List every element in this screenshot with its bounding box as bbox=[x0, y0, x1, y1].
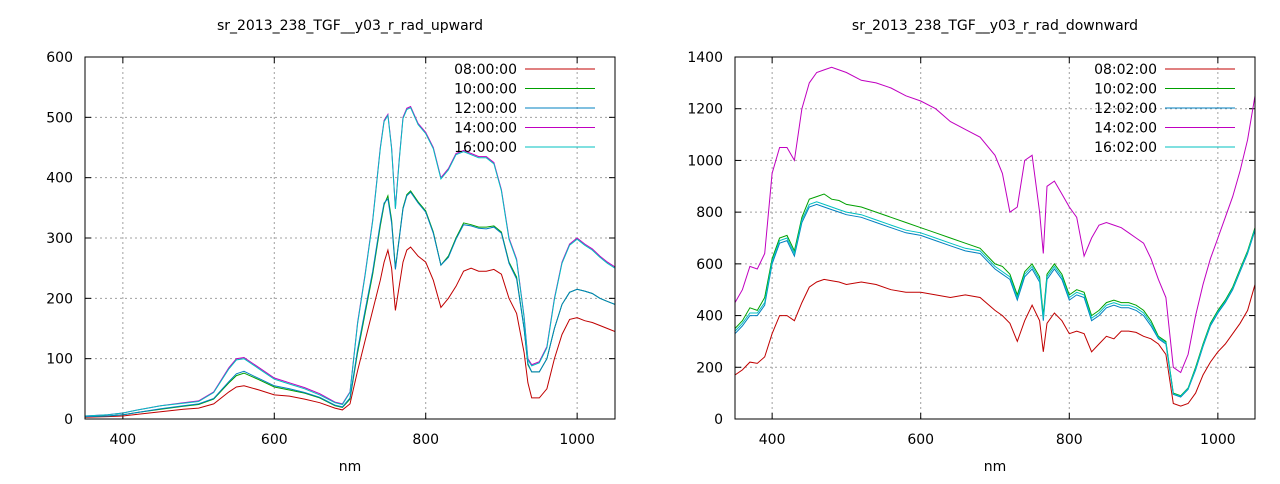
y-tick-label: 500 bbox=[46, 110, 73, 126]
series-line-5 bbox=[85, 107, 615, 417]
y-tick-label: 0 bbox=[714, 412, 723, 428]
series-line-1 bbox=[85, 246, 615, 418]
chart-title: sr_2013_238_TGF__y03_r_rad_downward bbox=[852, 18, 1138, 34]
series-line-3 bbox=[735, 203, 1255, 398]
chart-2: sr_2013_238_TGF__y03_r_rad_downward 0 200 4… bbox=[687, 18, 1256, 475]
legend-label: 08:02:00 bbox=[1094, 62, 1157, 78]
x-tick-label: 1000 bbox=[559, 432, 595, 448]
x-tick-label: 800 bbox=[1056, 432, 1083, 448]
x-axis-label: nm bbox=[339, 459, 362, 475]
y-tick-label: 1200 bbox=[687, 102, 723, 118]
plot-border bbox=[84, 56, 616, 420]
y-tick-label: 0 bbox=[64, 412, 73, 428]
x-tick-label: 1000 bbox=[1200, 432, 1236, 448]
series-line-4 bbox=[735, 66, 1255, 374]
series-line-3 bbox=[85, 191, 615, 418]
y-tick-label: 1000 bbox=[687, 153, 723, 169]
chart-title: sr_2013_238_TGF__y03_r_rad_upward bbox=[217, 18, 483, 34]
x-tick-label: 400 bbox=[759, 432, 786, 448]
legend-label: 12:00:00 bbox=[454, 101, 517, 117]
series-line-2 bbox=[735, 193, 1255, 397]
y-tick-label: 200 bbox=[696, 360, 723, 376]
x-tick-label: 600 bbox=[907, 432, 934, 448]
legend-label: 16:02:00 bbox=[1094, 140, 1157, 156]
legend-label: 10:00:00 bbox=[454, 82, 517, 98]
plot-border bbox=[734, 56, 1256, 420]
chart-1: sr_2013_238_TGF__y03_r_rad_upward 0 100 200… bbox=[46, 18, 616, 475]
x-tick-label: 400 bbox=[109, 432, 136, 448]
series-line-1 bbox=[735, 278, 1255, 407]
x-tick-label: 600 bbox=[261, 432, 288, 448]
series-line-5 bbox=[735, 201, 1255, 397]
y-tick-label: 1400 bbox=[687, 50, 723, 66]
series-line-2 bbox=[85, 190, 615, 418]
legend-label: 14:00:00 bbox=[454, 121, 517, 137]
y-tick-label: 600 bbox=[46, 50, 73, 66]
series-line-4 bbox=[85, 105, 615, 417]
y-tick-label: 100 bbox=[46, 352, 73, 368]
legend-label: 14:02:00 bbox=[1094, 121, 1157, 137]
y-tick-label: 200 bbox=[46, 291, 73, 307]
y-tick-label: 400 bbox=[696, 309, 723, 325]
y-tick-label: 800 bbox=[696, 205, 723, 221]
legend-label: 12:02:00 bbox=[1094, 101, 1157, 117]
y-tick-label: 600 bbox=[696, 257, 723, 273]
legend-label: 16:00:00 bbox=[454, 140, 517, 156]
y-tick-label: 400 bbox=[46, 171, 73, 187]
legend-label: 08:00:00 bbox=[454, 62, 517, 78]
x-axis-label: nm bbox=[984, 459, 1007, 475]
legend-label: 10:02:00 bbox=[1094, 82, 1157, 98]
y-tick-label: 300 bbox=[46, 231, 73, 247]
x-tick-label: 800 bbox=[412, 432, 439, 448]
